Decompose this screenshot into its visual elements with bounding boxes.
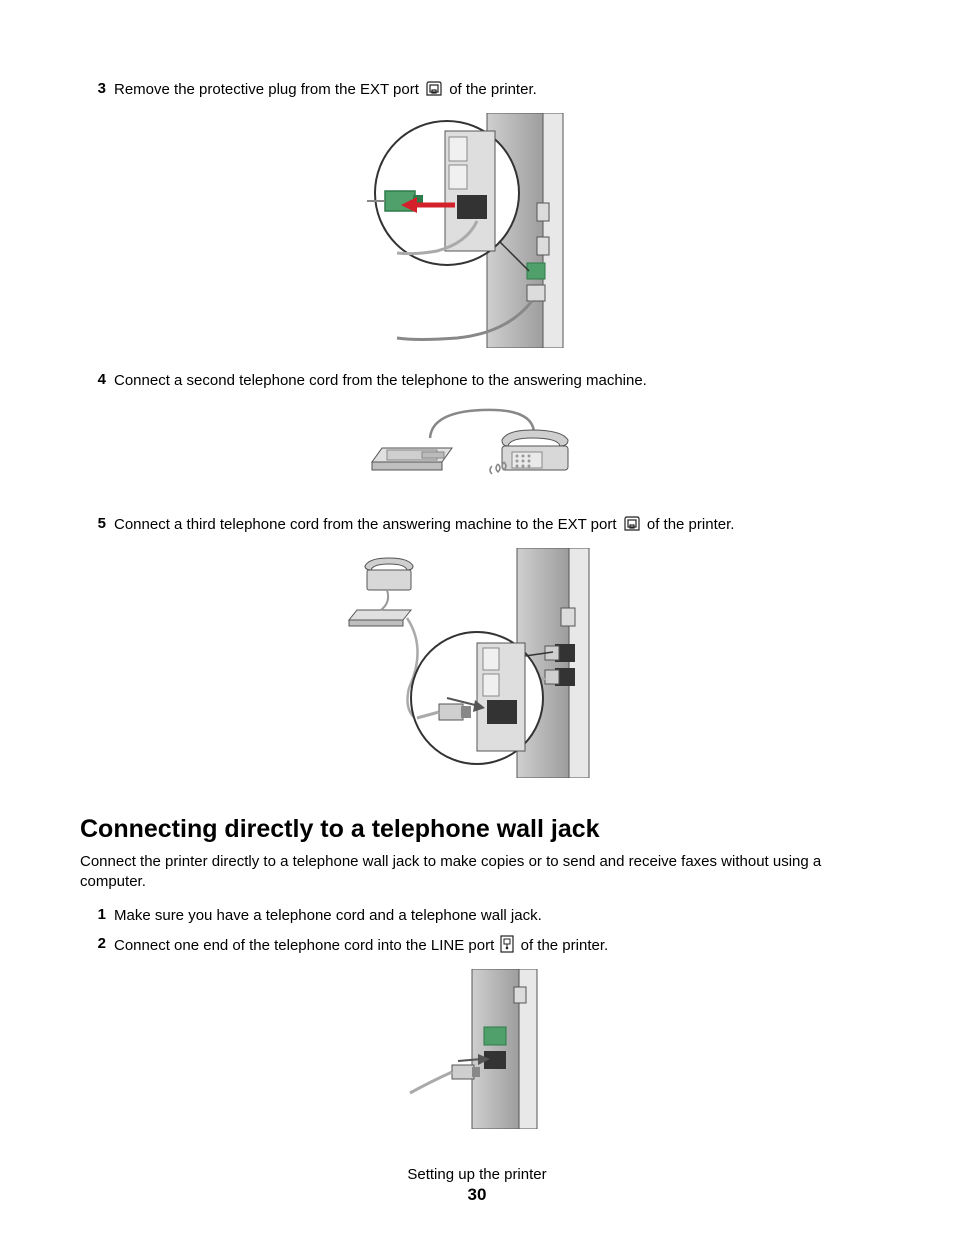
step-text-before: Connect a second telephone cord from the… <box>114 372 647 389</box>
footer-chapter: Setting up the printer <box>0 1166 954 1183</box>
step-number: 3 <box>80 80 114 97</box>
step-text: Make sure you have a telephone cord and … <box>114 906 874 926</box>
step-5: 5 Connect a third telephone cord from th… <box>80 515 874 538</box>
step-4: 4 Connect a second telephone cord from t… <box>80 371 874 391</box>
step-text: Connect one end of the telephone cord in… <box>114 935 874 959</box>
ext-port-icon <box>425 81 443 103</box>
step-text: Connect a third telephone cord from the … <box>114 515 874 538</box>
step-text-after: of the printer. <box>449 81 537 98</box>
step-b2: 2 Connect one end of the telephone cord … <box>80 935 874 959</box>
figure-step-b2 <box>80 969 874 1134</box>
page-footer: Setting up the printer 30 <box>0 1166 954 1205</box>
figure-step-5 <box>80 548 874 783</box>
step-text-before: Make sure you have a telephone cord and … <box>114 907 542 924</box>
line-port-icon <box>500 935 514 959</box>
step-text-before: Remove the protective plug from the EXT … <box>114 81 423 98</box>
figure-step-4 <box>80 402 874 497</box>
step-number: 1 <box>80 906 114 923</box>
document-page: 3 Remove the protective plug from the EX… <box>0 0 954 1235</box>
step-text: Remove the protective plug from the EXT … <box>114 80 874 103</box>
step-text-after: of the printer. <box>647 516 735 533</box>
step-3: 3 Remove the protective plug from the EX… <box>80 80 874 103</box>
section-heading: Connecting directly to a telephone wall … <box>80 815 874 844</box>
step-number: 5 <box>80 515 114 532</box>
step-number: 4 <box>80 371 114 388</box>
section-intro: Connect the printer directly to a teleph… <box>80 852 874 893</box>
step-text-after: of the printer. <box>521 937 609 954</box>
step-b1: 1 Make sure you have a telephone cord an… <box>80 906 874 926</box>
step-text-before: Connect a third telephone cord from the … <box>114 516 621 533</box>
step-text: Connect a second telephone cord from the… <box>114 371 874 391</box>
footer-page-number: 30 <box>0 1185 954 1205</box>
step-text-before: Connect one end of the telephone cord in… <box>114 937 498 954</box>
step-number: 2 <box>80 935 114 952</box>
ext-port-icon <box>623 516 641 538</box>
figure-step-3 <box>80 113 874 353</box>
